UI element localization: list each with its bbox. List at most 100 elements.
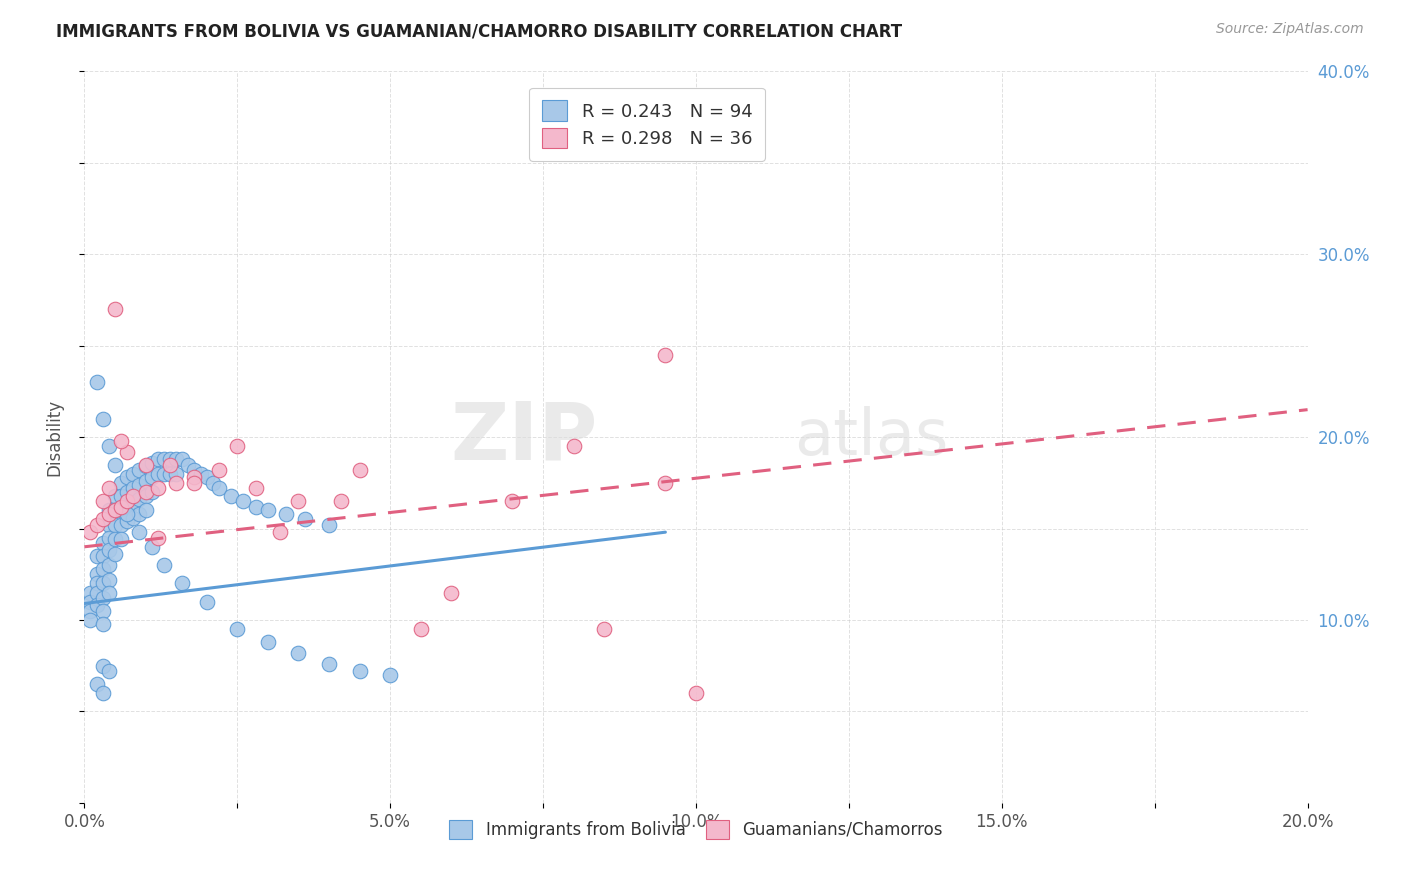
Point xyxy=(128,525,150,540)
Point xyxy=(115,444,138,458)
Point xyxy=(135,503,157,517)
Point xyxy=(110,475,132,490)
Point xyxy=(110,517,132,532)
Point xyxy=(195,594,218,608)
Point xyxy=(86,567,108,582)
Point xyxy=(128,477,150,491)
Point xyxy=(91,591,114,605)
Point xyxy=(177,458,200,472)
Point xyxy=(97,503,120,517)
Point xyxy=(104,547,127,561)
Point xyxy=(97,558,120,573)
Point xyxy=(115,485,138,500)
Point xyxy=(287,494,309,508)
Point xyxy=(110,434,132,448)
Point xyxy=(183,475,205,490)
Point xyxy=(165,467,187,481)
Point xyxy=(122,481,145,495)
Point xyxy=(135,474,157,488)
Point xyxy=(86,677,108,691)
Text: atlas: atlas xyxy=(794,406,948,468)
Point xyxy=(245,481,267,495)
Point xyxy=(91,562,114,576)
Point xyxy=(159,458,181,472)
Point xyxy=(110,500,132,514)
Point xyxy=(91,616,114,631)
Text: Source: ZipAtlas.com: Source: ZipAtlas.com xyxy=(1216,22,1364,37)
Point xyxy=(257,503,280,517)
Point xyxy=(232,494,254,508)
Point xyxy=(502,494,524,508)
Point xyxy=(115,470,138,484)
Point xyxy=(183,470,205,484)
Point xyxy=(269,525,291,540)
Point xyxy=(110,503,132,517)
Point xyxy=(97,573,120,587)
Point xyxy=(110,533,132,547)
Point xyxy=(97,507,120,521)
Point xyxy=(349,463,371,477)
Point xyxy=(79,604,101,618)
Point xyxy=(97,517,120,532)
Point xyxy=(79,594,101,608)
Point xyxy=(146,467,169,481)
Point xyxy=(201,475,224,490)
Point xyxy=(685,686,707,700)
Point xyxy=(122,489,145,503)
Point xyxy=(122,467,145,481)
Point xyxy=(97,543,120,558)
Point xyxy=(104,489,127,503)
Point xyxy=(135,458,157,472)
Point xyxy=(349,664,371,678)
Point xyxy=(104,503,127,517)
Point xyxy=(97,664,120,678)
Point xyxy=(190,467,212,481)
Point xyxy=(97,585,120,599)
Point xyxy=(165,452,187,467)
Point xyxy=(79,613,101,627)
Point xyxy=(115,514,138,528)
Point xyxy=(97,531,120,545)
Point xyxy=(135,485,157,500)
Point xyxy=(128,507,150,521)
Point xyxy=(245,500,267,514)
Text: ZIP: ZIP xyxy=(451,398,598,476)
Point xyxy=(128,463,150,477)
Point xyxy=(141,470,163,484)
Point xyxy=(86,599,108,613)
Point xyxy=(91,549,114,563)
Point xyxy=(97,439,120,453)
Point xyxy=(153,452,176,467)
Point xyxy=(159,467,181,481)
Point xyxy=(153,558,176,573)
Point xyxy=(172,452,194,467)
Point xyxy=(195,470,218,484)
Point xyxy=(122,496,145,510)
Point xyxy=(294,512,316,526)
Point xyxy=(104,503,127,517)
Point xyxy=(440,585,463,599)
Point xyxy=(146,452,169,467)
Point xyxy=(146,481,169,495)
Point xyxy=(380,667,402,681)
Point xyxy=(318,517,340,532)
Point xyxy=(287,646,309,660)
Point xyxy=(97,481,120,495)
Point xyxy=(104,533,127,547)
Point xyxy=(91,658,114,673)
Point xyxy=(91,412,114,426)
Point xyxy=(159,452,181,467)
Point xyxy=(141,540,163,554)
Point xyxy=(104,301,127,317)
Point xyxy=(91,536,114,550)
Point xyxy=(257,635,280,649)
Point xyxy=(135,459,157,474)
Point xyxy=(91,604,114,618)
Point xyxy=(91,686,114,700)
Point xyxy=(86,375,108,389)
Point xyxy=(654,348,676,362)
Point xyxy=(79,585,101,599)
Y-axis label: Disability: Disability xyxy=(45,399,63,475)
Point xyxy=(146,531,169,545)
Point xyxy=(153,467,176,481)
